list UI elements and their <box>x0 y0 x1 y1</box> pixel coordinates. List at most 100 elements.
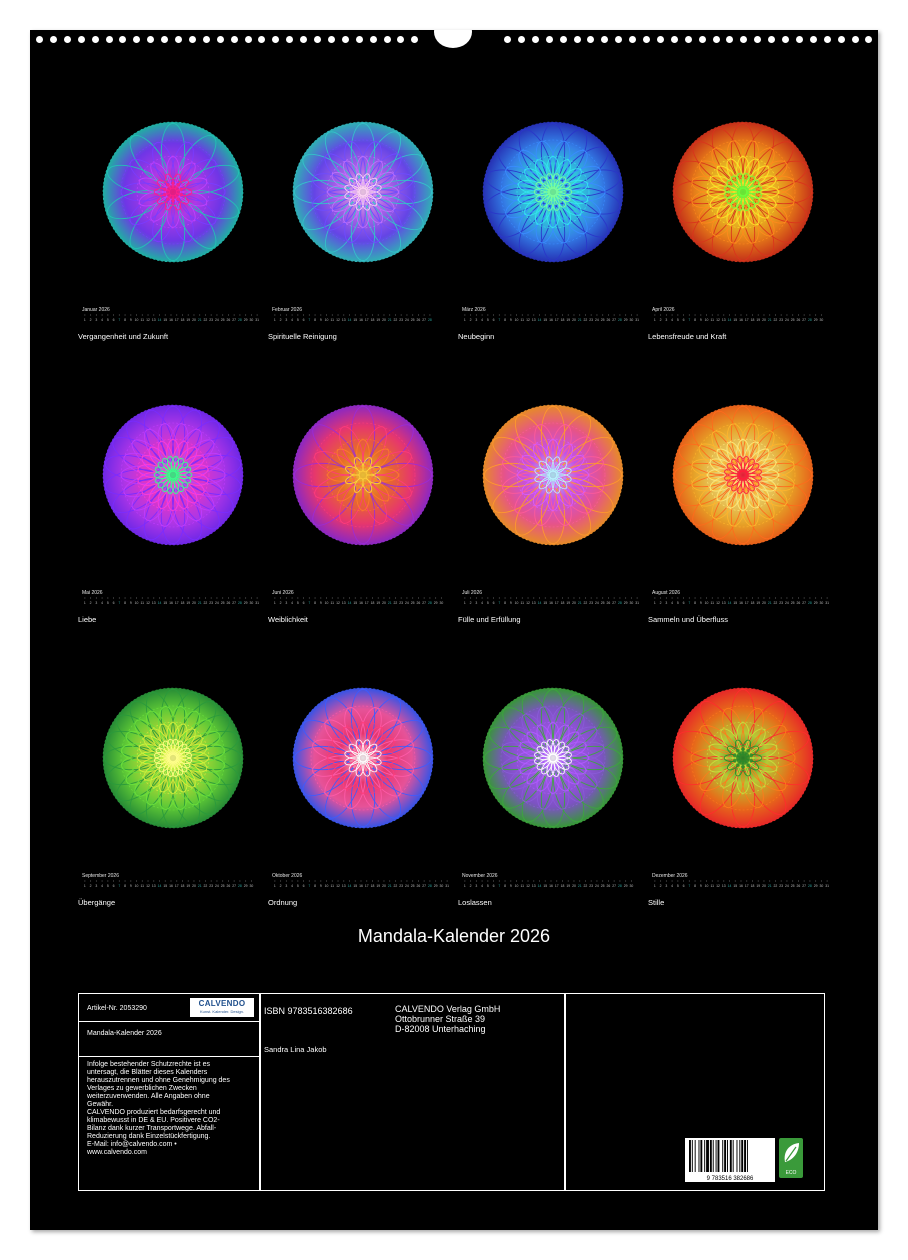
weekday-tick <box>164 314 166 316</box>
mandala-petal <box>551 456 561 473</box>
mandala-petal <box>153 470 170 480</box>
weekday-tick <box>544 597 546 599</box>
weekday-tick <box>717 597 719 599</box>
mandala-petal <box>565 187 621 215</box>
mandala-petal <box>370 482 414 526</box>
mandala-petal <box>356 156 370 186</box>
weekday-tick <box>107 314 109 316</box>
day-number: 19 <box>376 884 380 888</box>
binding-hole <box>105 36 113 43</box>
weekday-tick <box>107 880 109 882</box>
day-number: 17 <box>745 318 749 322</box>
weekday-tick <box>291 597 293 599</box>
mandala-petal <box>553 176 566 191</box>
mandala-petal <box>129 195 167 226</box>
weekday-tick <box>366 597 368 599</box>
weekday-tick <box>153 597 155 599</box>
weekday-tick <box>147 314 149 316</box>
binding-hole <box>698 36 706 43</box>
day-strip: 1 2 3 4 5 6 7 8 9 10 11 12 13 14 15 16 17 18 19 20 21 22 23 24 2… <box>464 880 633 888</box>
day-number: 21 <box>768 884 772 888</box>
day-number: 20 <box>572 318 576 322</box>
weekday-tick <box>360 314 362 316</box>
month-label: Mai 2026 <box>82 590 103 596</box>
day-number: 13 <box>722 601 726 605</box>
mandala-petal <box>561 192 601 219</box>
weekday-tick <box>130 880 132 882</box>
day-number: 13 <box>722 884 726 888</box>
weekday-tick <box>395 314 396 316</box>
mandala-petal <box>154 466 171 476</box>
weekday-tick <box>337 597 339 599</box>
binding-hole <box>327 36 335 43</box>
day-number: 30 <box>629 318 633 322</box>
mandala-petal <box>154 474 171 484</box>
day-number: 4 <box>671 318 673 322</box>
mandala-petal <box>557 198 588 235</box>
weekday-tick <box>504 597 506 599</box>
mandala-petal <box>141 455 168 474</box>
weekday-tick <box>187 597 189 599</box>
weekday-tick <box>406 880 408 882</box>
mandala-petal <box>362 457 373 473</box>
publisher-address: CALVENDO Verlag GmbH Ottobrunner Straße 3… <box>395 1004 500 1034</box>
mandala-petal <box>360 767 382 809</box>
mandala-petal <box>343 763 362 790</box>
mandala-petal <box>716 195 740 219</box>
mandala-petal <box>546 198 560 228</box>
day-number: 28 <box>428 601 432 605</box>
day-number: 10 <box>705 601 709 605</box>
binding-hole <box>754 36 762 43</box>
month-caption: Loslassen <box>458 898 492 907</box>
mandala-petal <box>538 460 552 474</box>
mandala-petal <box>554 476 568 490</box>
weekday-tick <box>510 880 512 882</box>
weekday-tick <box>579 314 581 316</box>
mandala-petal <box>716 448 740 472</box>
weekday-tick <box>395 880 396 882</box>
product-name: Mandala-Kalender 2026 <box>87 1030 162 1037</box>
weekday-tick <box>280 314 282 316</box>
weekday-tick <box>222 597 224 599</box>
mandala-ring <box>482 404 624 546</box>
day-number: 7 <box>308 601 310 605</box>
divider <box>79 1021 259 1023</box>
mandala-petal <box>365 465 381 476</box>
mandala-petal <box>348 193 362 207</box>
weekday-tick <box>153 880 155 882</box>
day-number: 2 <box>660 318 662 322</box>
day-number: 25 <box>221 601 225 605</box>
binding-hole <box>559 36 567 43</box>
product-info-box: Artikel-Nr. 2053290 CALVENDO Kunst. Kale… <box>78 993 825 1191</box>
mandala-petal <box>344 707 366 749</box>
day-number: 27 <box>612 601 616 605</box>
day-number: 30 <box>629 601 633 605</box>
barcode-bar <box>741 1140 744 1172</box>
mandala-petal <box>555 746 570 758</box>
weekday-tick <box>556 314 558 316</box>
weekday-tick <box>556 880 558 882</box>
weekday-tick <box>786 314 788 316</box>
weekday-tick <box>510 314 512 316</box>
mandala-petal <box>561 165 601 192</box>
weekday-tick <box>757 314 759 316</box>
binding-hole <box>411 36 419 43</box>
weekday-tick <box>470 880 472 882</box>
mandala-petal <box>166 456 176 472</box>
mandala-ring <box>120 139 226 245</box>
mandala-petal <box>364 726 383 753</box>
weekday-tick <box>418 314 419 316</box>
weekday-tick <box>274 880 276 882</box>
mandala-petal <box>559 189 589 205</box>
day-number: 9 <box>130 884 132 888</box>
weekday-tick <box>665 880 667 882</box>
weekday-tick <box>84 880 86 882</box>
mandala-petal <box>364 197 383 224</box>
weekday-tick <box>418 597 419 599</box>
mandala-petal <box>699 761 737 792</box>
weekday-tick <box>527 880 529 882</box>
mandala-petal <box>731 477 743 492</box>
mandala-petal <box>731 194 743 209</box>
spiral-binding <box>30 30 878 50</box>
weekday-tick <box>654 880 656 882</box>
